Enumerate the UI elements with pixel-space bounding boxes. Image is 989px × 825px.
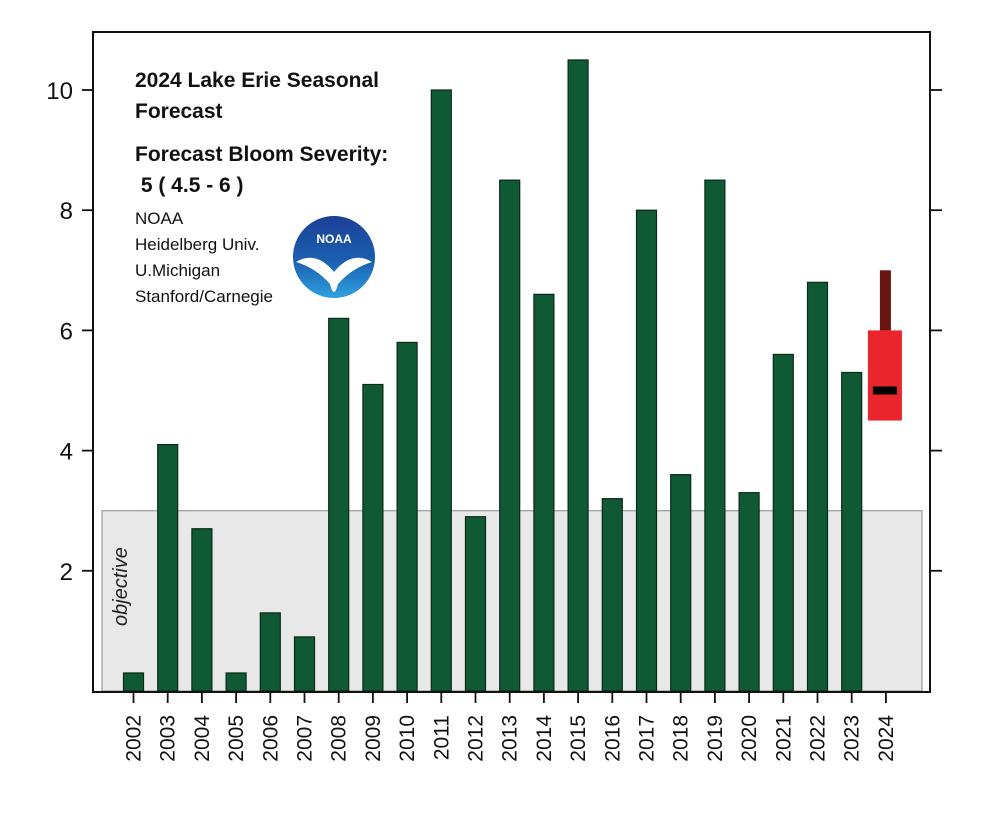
bar-2009 (362, 383, 384, 692)
x-tick-label-2002: 2002 (123, 715, 146, 762)
bar-2014 (533, 293, 555, 692)
chart-title-line-1: 2024 Lake Erie Seasonal (135, 69, 379, 92)
x-tick-label-2016: 2016 (601, 715, 624, 762)
credit-heidelberg: Heidelberg Univ. (135, 235, 259, 254)
chart-title-line-2: Forecast (135, 100, 223, 123)
bar-2010 (396, 341, 418, 692)
bar-2019 (704, 179, 726, 692)
y-tick-label-2: 2 (60, 559, 73, 586)
x-tick-label-2021: 2021 (772, 715, 795, 762)
bar-2005 (225, 672, 247, 692)
x-tick-label-2013: 2013 (499, 715, 522, 762)
bar-2021 (772, 353, 794, 692)
x-tick-label-2004: 2004 (191, 715, 214, 762)
bar-2018 (670, 474, 692, 692)
svg-text:NOAA: NOAA (316, 232, 352, 246)
bar-2017 (635, 209, 658, 692)
bar-2008 (328, 317, 350, 692)
x-tick-label-2011: 2011 (430, 715, 453, 760)
bar-2016 (601, 498, 623, 692)
bar-2002 (122, 672, 145, 692)
x-tick-label-2003: 2003 (157, 715, 180, 762)
bar-2012 (464, 516, 487, 692)
forecast-estimate-mark (872, 386, 897, 395)
x-tick-label-2010: 2010 (396, 715, 419, 762)
y-axis: 2 4 6 8 10 (46, 78, 942, 586)
bars-group (122, 59, 863, 692)
forecast-severity-label: Forecast Bloom Severity: (135, 143, 388, 166)
bar-2003 (157, 443, 179, 692)
x-tick-label-2024: 2024 (875, 715, 898, 762)
y-tick-label-6: 6 (60, 318, 73, 345)
x-tick-label-2015: 2015 (567, 715, 590, 762)
x-tick-label-2007: 2007 (294, 715, 317, 762)
bar-2004 (191, 528, 213, 692)
credit-stanford-carnegie: Stanford/Carnegie (135, 287, 273, 306)
credit-umichigan: U.Michigan (135, 261, 220, 280)
x-tick-label-2012: 2012 (465, 715, 488, 762)
x-tick-label-2014: 2014 (533, 715, 556, 762)
x-tick-label-2023: 2023 (841, 715, 864, 762)
forecast-range-bar (867, 330, 902, 421)
bar-2013 (499, 179, 521, 692)
bar-2022 (806, 281, 829, 692)
x-tick-label-2005: 2005 (225, 715, 248, 762)
x-tick-label-2020: 2020 (738, 715, 761, 762)
forecast-extension-bar (879, 270, 891, 331)
bar-2011 (430, 89, 452, 692)
x-tick-label-2008: 2008 (328, 715, 351, 762)
x-axis: 2002 2003 2004 2005 2006 2007 2008 2009 2010 2011… (123, 692, 898, 762)
bar-2006 (259, 612, 281, 692)
y-tick-label-8: 8 (60, 198, 73, 225)
bar-2015 (567, 59, 589, 692)
x-tick-label-2009: 2009 (362, 715, 385, 762)
bar-2020 (738, 492, 760, 692)
noaa-logo-icon: NOAA (291, 214, 377, 300)
credit-noaa: NOAA (135, 209, 184, 228)
x-tick-label-2018: 2018 (670, 715, 693, 762)
objective-label: objective (110, 547, 132, 626)
x-tick-label-2022: 2022 (807, 715, 830, 762)
x-tick-label-2017: 2017 (636, 715, 659, 762)
x-tick-label-2019: 2019 (704, 715, 727, 762)
bar-2007 (293, 636, 316, 692)
y-tick-label-4: 4 (60, 439, 73, 466)
x-tick-label-2006: 2006 (259, 715, 282, 762)
y-tick-label-10: 10 (46, 78, 73, 105)
forecast-severity-value: 5 ( 4.5 - 6 ) (135, 174, 244, 197)
plot-frame (92, 31, 931, 693)
bar-2023 (841, 371, 863, 692)
